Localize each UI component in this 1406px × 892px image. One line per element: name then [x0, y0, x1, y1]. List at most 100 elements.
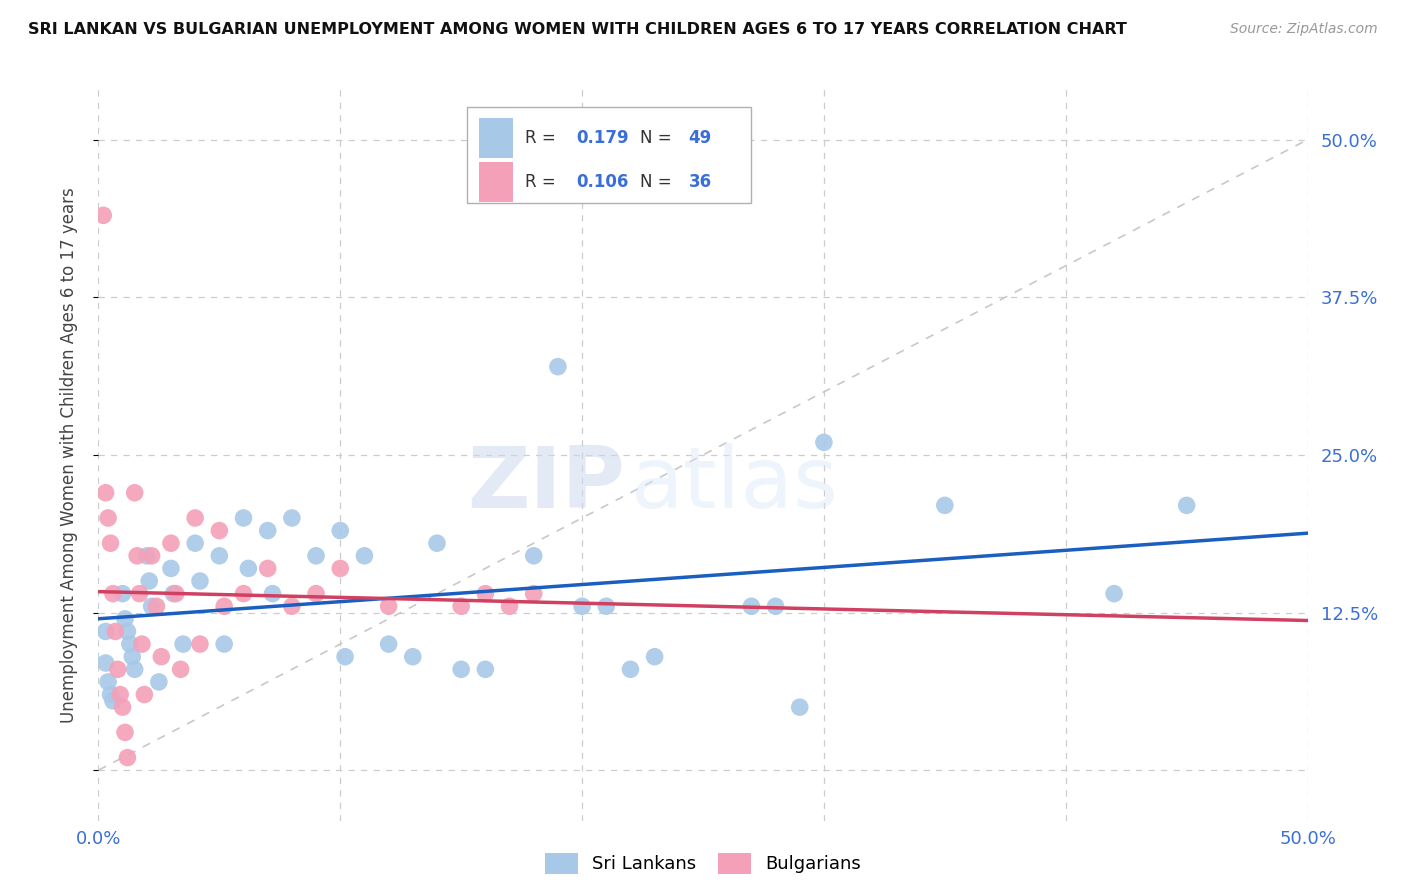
Point	[127, 549, 149, 563]
Text: 36: 36	[689, 173, 711, 191]
Point	[789, 700, 811, 714]
Point	[450, 599, 472, 614]
Point	[740, 599, 762, 614]
Point	[124, 485, 146, 500]
Point	[135, 549, 157, 563]
Point	[124, 662, 146, 676]
Text: SRI LANKAN VS BULGARIAN UNEMPLOYMENT AMONG WOMEN WITH CHILDREN AGES 6 TO 17 YEAR: SRI LANKAN VS BULGARIAN UNEMPLOYMENT AMO…	[28, 22, 1128, 37]
Point	[232, 587, 254, 601]
Text: N =: N =	[640, 129, 678, 147]
Point	[353, 549, 375, 563]
Point	[377, 637, 399, 651]
Bar	[479, 118, 513, 158]
Point	[94, 485, 117, 500]
Point	[100, 688, 122, 702]
Text: ZIP: ZIP	[467, 442, 624, 525]
Point	[934, 499, 956, 513]
Point	[498, 599, 520, 614]
Point	[107, 662, 129, 676]
Point	[212, 637, 235, 651]
Point	[141, 599, 163, 614]
Point	[644, 649, 666, 664]
Point	[281, 511, 304, 525]
Point	[131, 637, 153, 651]
Point	[474, 587, 496, 601]
Point	[238, 561, 260, 575]
Point	[97, 511, 120, 525]
Point	[150, 649, 173, 664]
Text: atlas: atlas	[630, 442, 838, 525]
Text: 49: 49	[689, 129, 711, 147]
Text: 0.106: 0.106	[576, 173, 628, 191]
Point	[162, 587, 184, 601]
Legend: Sri Lankans, Bulgarians: Sri Lankans, Bulgarians	[538, 846, 868, 881]
Point	[128, 587, 150, 601]
Point	[1102, 587, 1125, 601]
Point	[329, 524, 352, 538]
FancyBboxPatch shape	[467, 108, 751, 202]
Point	[262, 587, 284, 601]
Text: R =: R =	[526, 173, 561, 191]
Point	[256, 524, 278, 538]
Point	[101, 587, 124, 601]
Point	[619, 662, 641, 676]
Y-axis label: Unemployment Among Women with Children Ages 6 to 17 years: Unemployment Among Women with Children A…	[59, 187, 77, 723]
Point	[114, 612, 136, 626]
Point	[377, 599, 399, 614]
Point	[813, 435, 835, 450]
Point	[138, 574, 160, 588]
Point	[547, 359, 569, 374]
Point	[141, 549, 163, 563]
Point	[305, 549, 328, 563]
Point	[281, 599, 304, 614]
Point	[160, 536, 183, 550]
Point	[165, 587, 187, 601]
Point	[523, 549, 546, 563]
Point	[208, 524, 231, 538]
Point	[184, 536, 207, 550]
Point	[100, 536, 122, 550]
Point	[114, 725, 136, 739]
Point	[333, 649, 356, 664]
Point	[145, 599, 167, 614]
Point	[117, 624, 139, 639]
Point	[188, 637, 211, 651]
Point	[305, 587, 328, 601]
Point	[256, 561, 278, 575]
Point	[595, 599, 617, 614]
Point	[104, 624, 127, 639]
Point	[160, 561, 183, 575]
Text: Source: ZipAtlas.com: Source: ZipAtlas.com	[1230, 22, 1378, 37]
Text: R =: R =	[526, 129, 561, 147]
Point	[134, 688, 156, 702]
Point	[97, 674, 120, 689]
Point	[172, 637, 194, 651]
Point	[111, 700, 134, 714]
Text: N =: N =	[640, 173, 678, 191]
Point	[571, 599, 593, 614]
Point	[117, 750, 139, 764]
Point	[121, 649, 143, 664]
Point	[232, 511, 254, 525]
Point	[91, 208, 114, 222]
Point	[148, 674, 170, 689]
Point	[108, 688, 131, 702]
Point	[94, 624, 117, 639]
Point	[101, 694, 124, 708]
Point	[111, 587, 134, 601]
Point	[523, 587, 546, 601]
Point	[1175, 499, 1198, 513]
Point	[208, 549, 231, 563]
Point	[169, 662, 191, 676]
Point	[118, 637, 141, 651]
Text: 0.179: 0.179	[576, 129, 628, 147]
Point	[765, 599, 787, 614]
Point	[94, 656, 117, 670]
Point	[212, 599, 235, 614]
Point	[426, 536, 449, 550]
Bar	[479, 161, 513, 202]
Point	[329, 561, 352, 575]
Point	[450, 662, 472, 676]
Point	[184, 511, 207, 525]
Point	[402, 649, 425, 664]
